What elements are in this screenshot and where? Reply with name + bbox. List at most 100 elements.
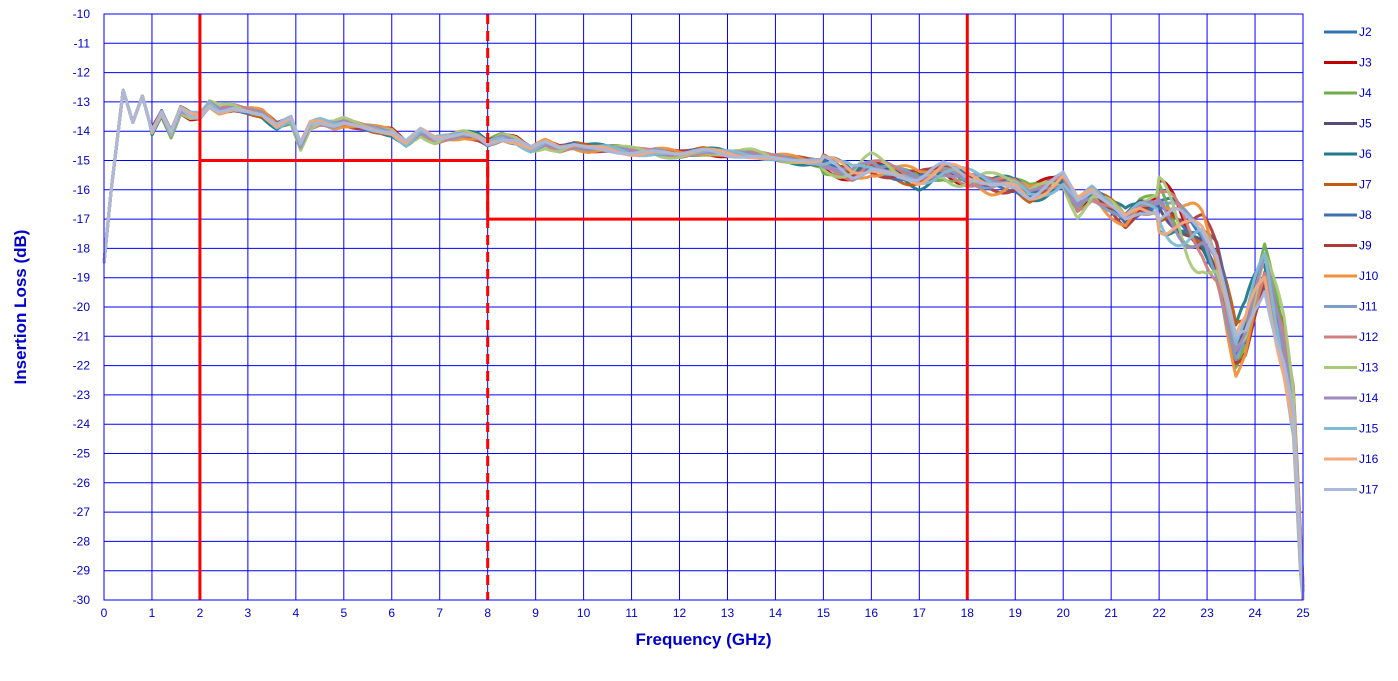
y-tick-label: -18 — [73, 241, 91, 255]
x-tick-label: 20 — [1057, 606, 1071, 620]
x-tick-label: 2 — [197, 606, 204, 620]
y-tick-label: -17 — [73, 212, 91, 226]
legend-label: J13 — [1359, 361, 1379, 375]
legend-label: J14 — [1359, 391, 1379, 405]
legend-label: J3 — [1359, 56, 1372, 70]
legend-item-j10: J10 — [1324, 269, 1379, 283]
y-tick-label: -25 — [73, 447, 91, 461]
legend-item-j16: J16 — [1324, 452, 1379, 466]
y-axis-title: Insertion Loss (dB) — [11, 230, 30, 385]
series-line-j13 — [102, 88, 1305, 601]
legend-item-j6: J6 — [1324, 147, 1372, 161]
legend-label: J5 — [1359, 117, 1372, 131]
x-tick-label: 11 — [625, 606, 638, 620]
x-tick-label: 10 — [577, 606, 591, 620]
y-tick-label: -10 — [73, 7, 91, 21]
series-line-j17 — [102, 88, 1305, 597]
legend-item-j7: J7 — [1324, 178, 1372, 192]
x-tick-label: 21 — [1104, 606, 1118, 620]
y-tick-label: -20 — [73, 300, 91, 314]
series-line-j12 — [102, 88, 1305, 586]
series-line-j14 — [102, 88, 1305, 601]
x-tick-label: 6 — [388, 606, 395, 620]
legend-item-j2: J2 — [1324, 25, 1372, 39]
legend-label: J9 — [1359, 239, 1372, 253]
legend-item-j9: J9 — [1324, 239, 1372, 253]
y-tick-label: -29 — [73, 564, 91, 578]
x-tick-label: 4 — [292, 606, 299, 620]
y-tick-label: -14 — [73, 124, 91, 138]
x-tick-label: 17 — [913, 606, 927, 620]
y-tick-label: -21 — [73, 329, 91, 343]
x-tick-label: 5 — [340, 606, 347, 620]
series-line-j15 — [102, 88, 1305, 601]
y-tick-label: -19 — [73, 271, 91, 285]
series-line-j6 — [102, 88, 1305, 601]
x-tick-label: 25 — [1296, 606, 1310, 620]
x-tick-label: 23 — [1200, 606, 1214, 620]
x-tick-label: 15 — [817, 606, 831, 620]
legend: J2 J3 J4 J5 J6 J7 J8 J9 J10 J11 J12 J13 J14 J15 J16 J17 — [1324, 25, 1379, 497]
legend-label: J16 — [1359, 452, 1379, 466]
x-tick-label: 1 — [149, 606, 156, 620]
legend-label: J8 — [1359, 208, 1372, 222]
legend-label: J4 — [1359, 86, 1372, 100]
x-tick-label: 14 — [769, 606, 783, 620]
series-line-j16 — [102, 88, 1305, 601]
x-tick-label: 8 — [484, 606, 491, 620]
series-line-j8 — [102, 88, 1305, 601]
x-tick-label: 0 — [101, 606, 108, 620]
y-tick-label: -11 — [74, 36, 91, 50]
legend-label: J17 — [1359, 483, 1379, 497]
legend-label: J11 — [1359, 300, 1378, 314]
legend-item-j5: J5 — [1324, 117, 1372, 131]
x-tick-label: 3 — [245, 606, 252, 620]
series-line-j7 — [102, 88, 1305, 601]
x-tick-label: 19 — [1009, 606, 1023, 620]
series-line-j5 — [102, 88, 1305, 601]
x-tick-labels: 0 1 2 3 4 5 6 7 8 9 10 11 12 13 14 15 16 17 18 19 20 21 22 23 24… — [101, 606, 1310, 620]
x-tick-label: 7 — [436, 606, 443, 620]
legend-item-j12: J12 — [1324, 330, 1379, 344]
legend-item-j14: J14 — [1324, 391, 1379, 405]
y-tick-label: -15 — [73, 154, 91, 168]
legend-item-j4: J4 — [1324, 86, 1372, 100]
legend-item-j11: J11 — [1324, 300, 1378, 314]
series-line-j10 — [102, 88, 1305, 585]
y-tick-label: -22 — [73, 359, 91, 373]
y-tick-label: -26 — [73, 476, 91, 490]
legend-item-j17: J17 — [1324, 483, 1379, 497]
legend-label: J15 — [1359, 422, 1379, 436]
legend-item-j8: J8 — [1324, 208, 1372, 222]
limit-lines — [198, 14, 969, 600]
x-axis-title: Frequency (GHz) — [635, 630, 771, 649]
y-tick-label: -16 — [73, 183, 91, 197]
y-tick-label: -27 — [73, 505, 91, 519]
legend-label: J6 — [1359, 147, 1372, 161]
legend-item-j15: J15 — [1324, 422, 1379, 436]
chart-grid — [103, 13, 1304, 601]
legend-item-j13: J13 — [1324, 361, 1379, 375]
x-tick-label: 22 — [1152, 606, 1166, 620]
legend-label: J2 — [1359, 25, 1372, 39]
series-line-j9 — [102, 88, 1305, 601]
legend-label: J7 — [1359, 178, 1372, 192]
y-tick-labels: -10 -11 -12 -13 -14 -15 -16 -17 -18 -19 -20 -21 -22 -… — [73, 7, 91, 607]
legend-item-j3: J3 — [1324, 56, 1372, 70]
legend-label: J12 — [1359, 330, 1379, 344]
x-tick-label: 24 — [1248, 606, 1262, 620]
plot-border — [103, 13, 1304, 601]
y-tick-label: -12 — [73, 66, 91, 80]
x-tick-label: 16 — [865, 606, 879, 620]
y-tick-label: -23 — [73, 388, 91, 402]
series-line-j4 — [102, 88, 1305, 601]
x-tick-label: 18 — [961, 606, 975, 620]
y-tick-label: -13 — [73, 95, 91, 109]
legend-label: J10 — [1359, 269, 1379, 283]
x-tick-label: 13 — [721, 606, 735, 620]
y-tick-label: -24 — [73, 417, 91, 431]
x-tick-label: 12 — [673, 606, 687, 620]
x-tick-label: 9 — [532, 606, 539, 620]
series-layer — [102, 88, 1305, 601]
